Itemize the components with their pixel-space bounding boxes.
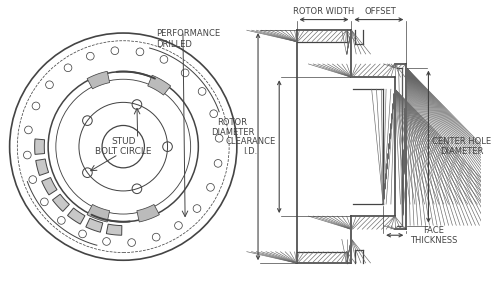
Polygon shape xyxy=(86,218,103,232)
Polygon shape xyxy=(106,224,122,235)
Text: PERFORMANCE
DRILLED: PERFORMANCE DRILLED xyxy=(156,29,220,48)
Text: OFFSET: OFFSET xyxy=(365,7,396,16)
Polygon shape xyxy=(87,204,110,222)
Polygon shape xyxy=(42,178,57,195)
Polygon shape xyxy=(52,194,70,211)
Polygon shape xyxy=(87,71,110,89)
Text: STUD
BOLT CIRCLE: STUD BOLT CIRCLE xyxy=(95,137,152,156)
Polygon shape xyxy=(148,75,171,95)
Text: CLEARANCE
I.D.: CLEARANCE I.D. xyxy=(225,137,276,156)
Polygon shape xyxy=(68,208,85,224)
Polygon shape xyxy=(36,159,48,175)
Text: FACE
THICKNESS: FACE THICKNESS xyxy=(410,225,458,245)
Text: CENTER HOLE
DIAMETER: CENTER HOLE DIAMETER xyxy=(432,137,492,156)
Text: ROTOR
DIAMETER: ROTOR DIAMETER xyxy=(211,118,254,137)
Polygon shape xyxy=(137,204,160,222)
Polygon shape xyxy=(34,139,44,154)
Text: ROTOR WIDTH: ROTOR WIDTH xyxy=(294,7,354,16)
